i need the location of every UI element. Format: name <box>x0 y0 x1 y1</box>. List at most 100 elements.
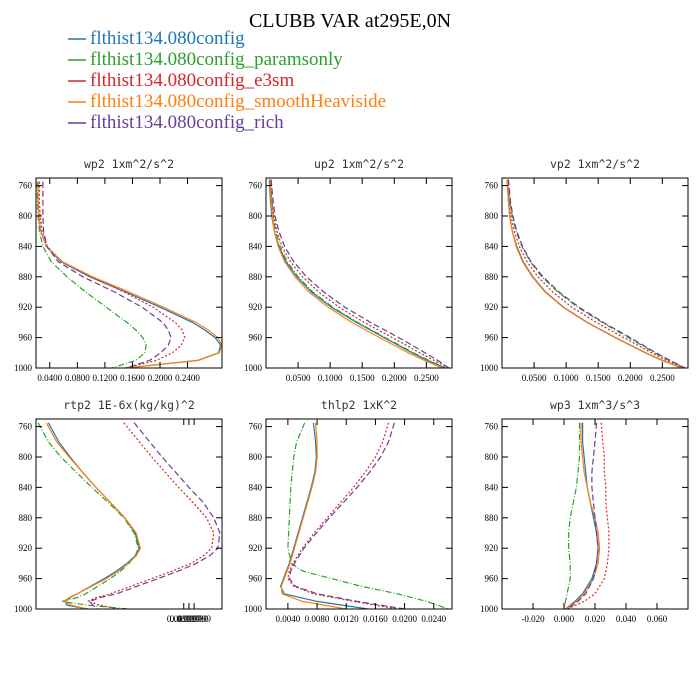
legend-label: flthist134.080config_rich <box>90 112 284 133</box>
y-tick-label: 760 <box>19 181 33 191</box>
series-line <box>287 422 398 609</box>
x-tick-label: 0.2000 <box>382 373 407 383</box>
series-line <box>566 422 610 609</box>
x-tick-label: 0.0800 <box>65 373 90 383</box>
series-line <box>287 422 449 609</box>
y-tick-label: 800 <box>19 211 33 221</box>
x-tick-label: 0.0500 <box>286 373 311 383</box>
series-line <box>42 181 172 368</box>
panel: rtp2 1E-6x(kg/kg)^2 760 800 840 880 920 960 100… <box>14 398 223 624</box>
series-line <box>279 422 369 609</box>
y-tick-label: 960 <box>249 333 263 343</box>
y-tick-label: 920 <box>19 543 33 553</box>
plot-frame <box>265 177 453 369</box>
legend-label: flthist134.080config_e3sm <box>90 70 294 91</box>
series-line <box>563 422 581 609</box>
panel-title: thlp2 1xK^2 <box>321 398 397 412</box>
y-tick-label: 840 <box>485 241 499 251</box>
y-tick-label: 840 <box>485 482 499 492</box>
series-line <box>565 422 599 609</box>
x-tick-label: 0.0099980 <box>170 614 209 624</box>
series-line <box>506 179 682 368</box>
legend: flthist134.080configflthist134.080config… <box>68 28 386 133</box>
legend-entry: flthist134.080config_e3sm <box>68 70 294 91</box>
y-tick-label: 760 <box>19 422 33 432</box>
x-tick-label: 0.0040 <box>276 614 301 624</box>
x-tick-label: 0.2000 <box>618 373 643 383</box>
panel-title: rtp2 1E-6x(kg/kg)^2 <box>63 398 195 412</box>
series-line <box>45 422 142 609</box>
y-tick-label: 920 <box>249 543 263 553</box>
y-tick-label: 880 <box>485 272 499 282</box>
series-line <box>507 179 686 368</box>
y-tick-label: 880 <box>485 513 499 523</box>
panel: wp3 1xm^3/s^3 760 800 840 880 920 960 1000 -0.02… <box>480 398 689 624</box>
y-tick-label: 840 <box>249 482 263 492</box>
series-line <box>38 181 186 368</box>
y-tick-label: 920 <box>485 302 499 312</box>
y-tick-label: 800 <box>249 211 263 221</box>
legend-entry: flthist134.080config_rich <box>68 112 284 133</box>
legend-label: flthist134.080config_paramsonly <box>90 49 343 70</box>
legend-label: flthist134.080config_smoothHeaviside <box>90 91 386 112</box>
y-tick-label: 1000 <box>244 363 263 373</box>
panel-title: wp3 1xm^3/s^3 <box>550 398 640 412</box>
plot-frame <box>35 418 223 610</box>
y-tick-label: 840 <box>249 241 263 251</box>
x-tick-label: 0.0120 <box>334 614 359 624</box>
x-tick-label: 0.009997 <box>167 614 201 624</box>
y-tick-label: 920 <box>485 543 499 553</box>
series-line <box>47 422 140 609</box>
x-tick-label: 0.000 <box>554 614 575 624</box>
series-line <box>506 179 682 368</box>
series-line <box>37 422 139 609</box>
x-tick-label: 0.2400 <box>175 373 200 383</box>
panel: up2 1xm^2/s^2 760 800 840 880 920 960 1000 0.050… <box>244 157 453 383</box>
series-line <box>85 422 215 609</box>
x-tick-label: 0.0400 <box>37 373 62 383</box>
y-tick-label: 800 <box>249 452 263 462</box>
y-tick-label: 840 <box>19 241 33 251</box>
y-tick-label: 880 <box>249 513 263 523</box>
series-line <box>269 179 446 368</box>
x-tick-label: 0.040 <box>616 614 637 624</box>
y-tick-label: 880 <box>19 513 33 523</box>
y-tick-label: 1000 <box>480 604 499 614</box>
y-tick-label: 1000 <box>480 363 499 373</box>
x-tick-label: 0.2500 <box>414 373 439 383</box>
x-tick-label: 0.2500 <box>650 373 675 383</box>
x-tick-label: 0.1000 <box>554 373 579 383</box>
series-line <box>566 422 599 609</box>
x-tick-label: 0.0500 <box>522 373 547 383</box>
y-tick-label: 760 <box>249 181 263 191</box>
panel-title: vp2 1xm^2/s^2 <box>550 157 640 171</box>
y-tick-label: 960 <box>19 333 33 343</box>
y-tick-label: 800 <box>485 211 499 221</box>
y-tick-label: 960 <box>485 333 499 343</box>
legend-entry: flthist134.080config <box>68 28 245 49</box>
y-tick-label: 880 <box>19 272 33 282</box>
y-tick-label: 1000 <box>244 604 263 614</box>
panels: wp2 1xm^2/s^2 760 800 840 880 920 960 1000 0.040… <box>14 157 689 624</box>
y-tick-label: 1000 <box>14 363 33 373</box>
y-tick-label: 920 <box>249 302 263 312</box>
panel-title: wp2 1xm^2/s^2 <box>84 157 174 171</box>
y-tick-label: 1000 <box>14 604 33 614</box>
series-line <box>280 422 347 609</box>
legend-label: flthist134.080config <box>90 28 245 49</box>
x-tick-label: 0.0200 <box>392 614 417 624</box>
y-tick-label: 880 <box>249 272 263 282</box>
x-tick-label: 0.1000 <box>318 373 343 383</box>
y-tick-label: 920 <box>19 302 33 312</box>
figure-title: CLUBB VAR at295E,0N <box>249 10 451 32</box>
series-line <box>36 181 147 368</box>
x-tick-label: 0.2000 <box>148 373 173 383</box>
series-line <box>565 422 601 609</box>
series-line <box>88 422 221 609</box>
y-tick-label: 960 <box>19 574 33 584</box>
y-tick-label: 760 <box>249 422 263 432</box>
panel-title: up2 1xm^2/s^2 <box>314 157 404 171</box>
plot-frame <box>501 177 689 369</box>
x-tick-label: 0.020 <box>585 614 606 624</box>
